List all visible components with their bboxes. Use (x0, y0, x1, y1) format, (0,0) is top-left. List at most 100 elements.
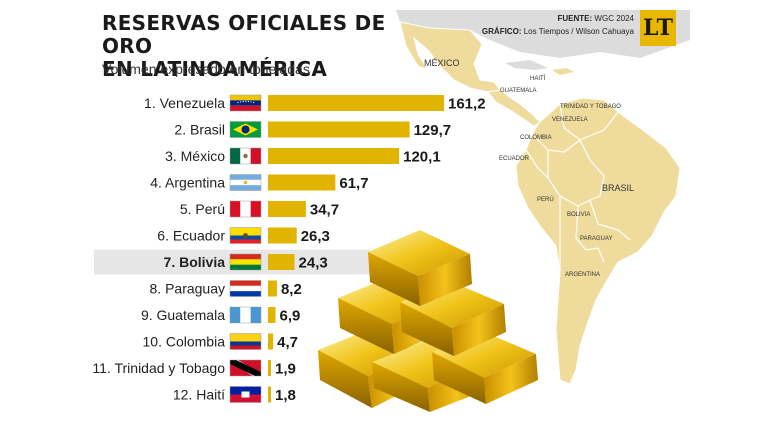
flag-guatemala (229, 306, 262, 324)
map-label-argentina: ARGENTINA (565, 272, 600, 278)
country-borders (525, 103, 631, 272)
bar (268, 386, 271, 403)
bar (268, 174, 336, 191)
flag-border (229, 359, 262, 377)
flag-argentina (229, 174, 262, 191)
flag-part (230, 345, 261, 350)
flag-part (230, 227, 261, 236)
flag-part (230, 174, 261, 180)
value-label: 4,7 (277, 334, 298, 351)
title-line-1: RESERVAS OFICIALES DE ORO (102, 11, 386, 58)
flag-star (253, 101, 255, 104)
value-label: 26,3 (301, 228, 330, 245)
value-label: 1,9 (275, 361, 296, 378)
flag-part (230, 259, 261, 265)
flag-border (229, 147, 262, 165)
bar (268, 280, 277, 297)
category-label: 12. Haití (173, 387, 225, 403)
flag-part (230, 239, 261, 244)
flag-part (240, 201, 251, 217)
gold-bars-illustration (318, 230, 538, 412)
flag-border (229, 94, 262, 112)
flag-part (250, 307, 261, 323)
flag-trinidad-y-tobago (229, 359, 262, 377)
flag-peru (229, 200, 262, 218)
bar (268, 227, 297, 244)
category-label: 5. Perú (180, 201, 225, 217)
cuba-island (505, 60, 548, 70)
map-label-venezuela: VENEZUELA (552, 117, 588, 123)
flag-emblem (243, 233, 248, 238)
flag-border (229, 280, 262, 297)
flag-part (230, 201, 241, 217)
flag-haiti (229, 386, 262, 403)
map-label-trinidad: TRINIDAD Y TOBAGO (560, 104, 621, 110)
flag-bolivia (229, 253, 262, 271)
flag-border (229, 253, 262, 271)
flag-part (241, 125, 250, 134)
title-line-2: EN LATINOAMÉRICA (102, 57, 328, 81)
flag-part (230, 254, 261, 260)
flag-border (229, 306, 262, 324)
category-label: 8. Paraguay (150, 281, 226, 297)
chart-subtitle: Volumen expresado en toneladas (102, 61, 310, 77)
bar (268, 333, 274, 350)
flag-part (230, 280, 261, 286)
flag-border (229, 200, 262, 218)
flag-emblem (241, 391, 250, 398)
category-label: 1. Venezuela (144, 95, 225, 111)
flag-part (230, 307, 241, 323)
flag-part (230, 360, 261, 376)
hispaniola-island (552, 68, 574, 75)
flag-venezuela (229, 94, 262, 112)
flag-part (230, 185, 261, 191)
chart-title: RESERVAS OFICIALES DE ORO EN LATINOAMÉRI… (102, 12, 442, 81)
bar (268, 307, 276, 323)
flag-brasil (229, 121, 262, 138)
bar (268, 254, 295, 270)
los-tiempos-logo: LT (640, 10, 676, 46)
flag-part (230, 100, 261, 106)
map-label-colombia: COLOMBIA (520, 135, 552, 141)
category-label: 4. Argentina (150, 175, 225, 191)
source-label: FUENTE: (557, 14, 593, 23)
flag-star (242, 100, 244, 103)
south-america-land (515, 97, 681, 385)
flag-part (230, 105, 261, 111)
value-label: 129,7 (414, 122, 452, 139)
map-label-brasil: BRASIL (602, 183, 634, 193)
central-america-land (487, 89, 541, 127)
value-label: 8,2 (281, 281, 302, 298)
graphic-value: Los Tiempos / Wilson Cahuaya (523, 27, 634, 36)
category-label: 10. Colombia (143, 334, 226, 350)
flag-colombia (229, 333, 262, 350)
flag-part (230, 291, 261, 297)
flag-part (230, 333, 261, 342)
map-label-mexico: MÉXICO (424, 58, 460, 68)
category-label: 11. Trinidad y Tobago (92, 360, 225, 376)
flag-part (230, 95, 261, 101)
flag-border (229, 386, 262, 403)
source-value: WGC 2024 (594, 14, 634, 23)
flag-part (230, 285, 261, 292)
flag-star (247, 100, 249, 103)
flag-part (230, 394, 261, 403)
category-label: 2. Brasil (174, 122, 225, 138)
bar-chart: 1. Venezuela 161,2 2. Brasil 129,7 3. México… (92, 94, 486, 404)
mexico-land (399, 21, 501, 93)
flag-border (229, 174, 262, 191)
bar (268, 148, 400, 164)
flag-mexico (229, 147, 262, 165)
bar (268, 201, 306, 217)
flag-border (229, 121, 262, 138)
flag-border (229, 333, 262, 350)
map-label-peru: PERÚ (537, 196, 554, 203)
flag-part (230, 264, 261, 270)
north-america-land (396, 10, 690, 58)
value-label: 34,7 (310, 202, 339, 219)
value-label: 1,8 (275, 387, 296, 404)
flag-star (240, 101, 242, 103)
category-label: 7. Bolivia (164, 254, 226, 270)
flag-part (240, 307, 251, 323)
